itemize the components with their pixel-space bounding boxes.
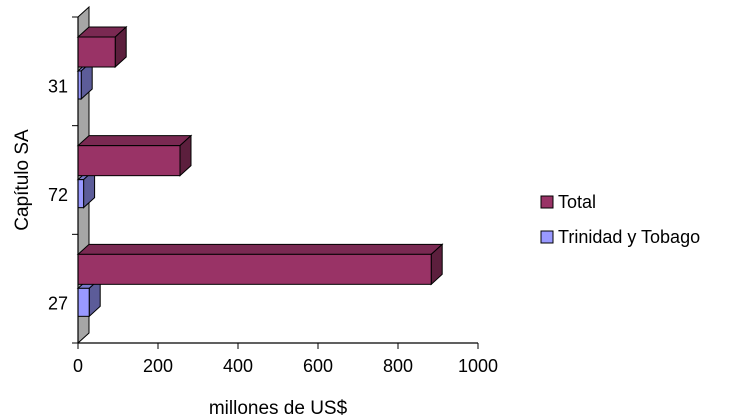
y-category-label: 72 bbox=[48, 185, 68, 205]
x-tick-label: 800 bbox=[383, 356, 413, 376]
bar-top-face bbox=[76, 135, 193, 147]
x-tick-label: 600 bbox=[303, 356, 333, 376]
bar-front-face bbox=[77, 179, 85, 209]
x-tick-label: 1000 bbox=[458, 356, 498, 376]
x-tick-label: 0 bbox=[73, 356, 83, 376]
bar-total-72 bbox=[76, 134, 193, 177]
y-category-label: 31 bbox=[48, 76, 68, 96]
legend: Total Trinidad y Tobago bbox=[540, 192, 700, 247]
bars-layer bbox=[76, 25, 444, 318]
bar-front-face bbox=[77, 145, 181, 177]
bar-front-face bbox=[77, 253, 432, 285]
y-category-label: 27 bbox=[48, 294, 68, 314]
bar-total-31 bbox=[76, 25, 128, 69]
legend-label-trinidad-y-tobago: Trinidad y Tobago bbox=[558, 227, 700, 247]
x-axis-title: millones de US$ bbox=[209, 398, 348, 419]
tick-labels: 0 200 400 600 800 1000 27 72 31 bbox=[48, 76, 498, 376]
legend-swatch-total bbox=[540, 195, 554, 209]
x-tick-label: 400 bbox=[223, 356, 253, 376]
bar-front-face bbox=[77, 287, 90, 317]
bar-total-27 bbox=[76, 243, 444, 286]
x-tick-label: 200 bbox=[143, 356, 173, 376]
legend-swatch-trinidad-y-tobago bbox=[540, 230, 554, 244]
axes-layer bbox=[72, 16, 479, 349]
bar-top-face bbox=[76, 243, 444, 255]
legend-label-total: Total bbox=[558, 192, 596, 212]
y-axis-title: Capítulo SA bbox=[12, 129, 33, 231]
bar-front-face bbox=[77, 36, 116, 68]
